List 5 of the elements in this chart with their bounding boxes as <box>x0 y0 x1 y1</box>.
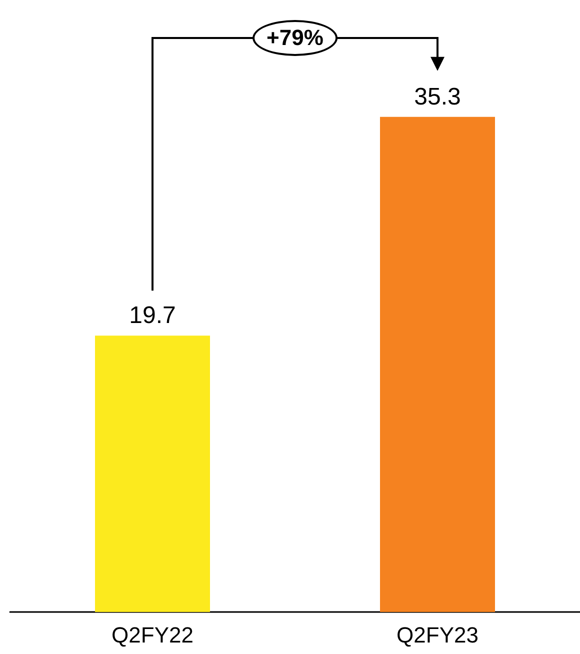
data-label: 19.7 <box>129 302 176 330</box>
text: +79% <box>252 20 338 56</box>
x-tick-label: Q2FY23 <box>396 622 478 648</box>
data-label: 35.3 <box>414 83 461 110</box>
x-tick-label: Q2FY22 <box>112 622 194 648</box>
